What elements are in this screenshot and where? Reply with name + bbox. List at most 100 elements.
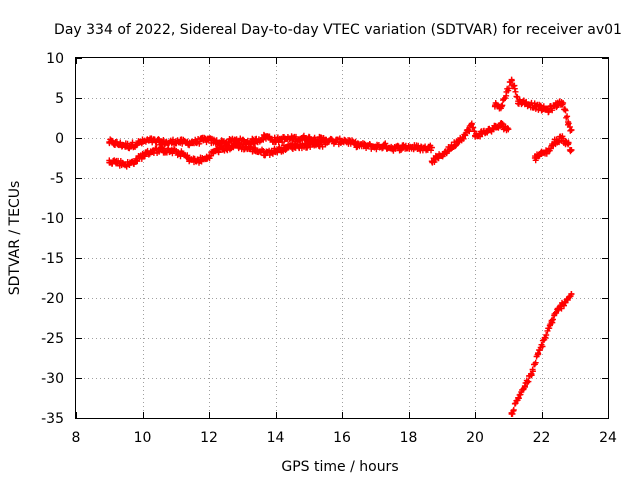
data-point-main-band xyxy=(129,139,136,146)
data-point-upper-jump xyxy=(561,106,568,113)
data-point-rise xyxy=(492,124,498,131)
data-point-lower-band xyxy=(192,158,199,165)
data-point-rise xyxy=(462,131,468,138)
data-point-upper-jump xyxy=(521,99,528,106)
data-point-lower-band xyxy=(179,151,186,157)
data-point-lower-band xyxy=(126,161,133,168)
data-point-lower-band xyxy=(242,144,249,151)
data-point-upper-jump xyxy=(567,127,574,134)
data-point-lower-band xyxy=(312,140,319,147)
data-point-main-band xyxy=(282,135,289,142)
data-point-main-band xyxy=(428,144,435,151)
data-point-upper-jump xyxy=(545,107,552,113)
data-point-main-band xyxy=(362,143,369,149)
data-point-lower-right xyxy=(531,155,538,161)
y-axis-label: SDTVAR / TECUs xyxy=(7,181,23,296)
data-point-main-band xyxy=(156,139,163,145)
data-point-steep-descent xyxy=(508,411,515,417)
y-tick-label: -15 xyxy=(41,251,64,267)
data-point-main-band xyxy=(192,139,199,145)
data-point-main-band xyxy=(292,135,299,142)
data-point-upper-jump xyxy=(515,98,522,105)
data-point-main-band xyxy=(415,142,422,149)
y-tick-label: 10 xyxy=(46,51,64,67)
y-tick-label: -10 xyxy=(41,211,64,227)
data-point-main-band xyxy=(202,136,209,143)
data-point-steep-descent xyxy=(525,378,532,385)
data-point-lower-band xyxy=(112,159,119,165)
data-point-lower-band xyxy=(215,149,222,156)
data-point-main-band xyxy=(212,139,219,145)
data-point-lower-band xyxy=(139,152,146,159)
y-tick-label: -25 xyxy=(41,331,64,347)
data-point-steep-descent xyxy=(568,291,575,297)
data-point-rise xyxy=(435,154,442,161)
data-point-steep-descent xyxy=(532,359,539,366)
data-point-upper-jump xyxy=(531,103,538,109)
data-point-main-band xyxy=(136,139,143,146)
data-point-lower-band xyxy=(186,155,193,162)
data-point-rise xyxy=(485,127,492,134)
data-point-lower-band xyxy=(202,155,209,162)
data-point-lower-band xyxy=(106,157,113,164)
data-point-upper-jump xyxy=(565,119,572,125)
data-point-rise xyxy=(498,122,505,129)
data-point-lower-right xyxy=(567,148,574,155)
data-point-steep-descent xyxy=(561,299,568,305)
data-point-steep-descent xyxy=(521,383,528,389)
data-point-lower-band xyxy=(222,145,229,152)
data-point-main-band xyxy=(106,139,113,145)
data-point-main-band xyxy=(272,137,279,144)
x-axis-label: GPS time / hours xyxy=(281,459,398,475)
data-point-upper-jump xyxy=(508,76,515,83)
data-point-lower-band xyxy=(272,147,279,154)
data-point-lower-band xyxy=(212,147,219,154)
data-point-steep-descent xyxy=(561,302,567,309)
data-point-main-band xyxy=(302,135,309,141)
data-point-steep-descent xyxy=(541,335,548,341)
data-point-steep-descent xyxy=(524,379,531,386)
data-point-lower-band xyxy=(132,157,139,164)
data-point-main-band xyxy=(182,139,189,146)
y-tick-label: -30 xyxy=(41,371,64,387)
data-point-lower-band xyxy=(322,141,329,148)
data-points xyxy=(106,76,575,417)
data-point-lower-right xyxy=(558,135,565,141)
data-point-main-band xyxy=(332,139,339,145)
data-point-main-band xyxy=(398,147,404,153)
data-point-steep-descent xyxy=(510,406,517,413)
data-point-lower-band xyxy=(232,142,239,149)
data-point-lower-band xyxy=(119,160,126,167)
data-point-main-band xyxy=(126,143,133,149)
y-tick-label: 5 xyxy=(55,91,64,107)
x-tick-label: 10 xyxy=(134,430,152,446)
data-point-main-band xyxy=(402,143,409,150)
grid xyxy=(76,58,608,418)
plot-frame xyxy=(75,57,609,419)
data-point-lower-right xyxy=(538,151,545,157)
data-point-rise xyxy=(455,137,462,144)
data-point-lower-band xyxy=(169,148,176,155)
x-tick-label: 20 xyxy=(466,430,484,446)
x-tick-label: 18 xyxy=(400,430,418,446)
data-point-rise xyxy=(465,127,472,133)
x-tick-label: 22 xyxy=(533,430,551,446)
x-tick-label: 16 xyxy=(333,430,351,446)
data-point-steep-descent xyxy=(515,395,522,401)
data-point-main-band xyxy=(166,139,173,146)
y-tick-label: -20 xyxy=(41,291,64,307)
data-point-main-band xyxy=(252,138,259,145)
data-point-steep-descent xyxy=(535,351,542,357)
data-point-main-band xyxy=(116,141,123,148)
data-point-main-band xyxy=(146,137,153,144)
data-point-main-band xyxy=(422,145,429,152)
data-point-upper-jump xyxy=(498,103,505,109)
data-point-lower-band xyxy=(184,152,191,159)
data-point-rise xyxy=(428,158,435,165)
data-point-upper-jump xyxy=(538,105,545,112)
data-point-steep-descent xyxy=(555,307,562,313)
data-point-upper-jump xyxy=(512,88,519,95)
data-point-rise xyxy=(448,143,455,150)
x-tick-label: 8 xyxy=(72,430,81,446)
